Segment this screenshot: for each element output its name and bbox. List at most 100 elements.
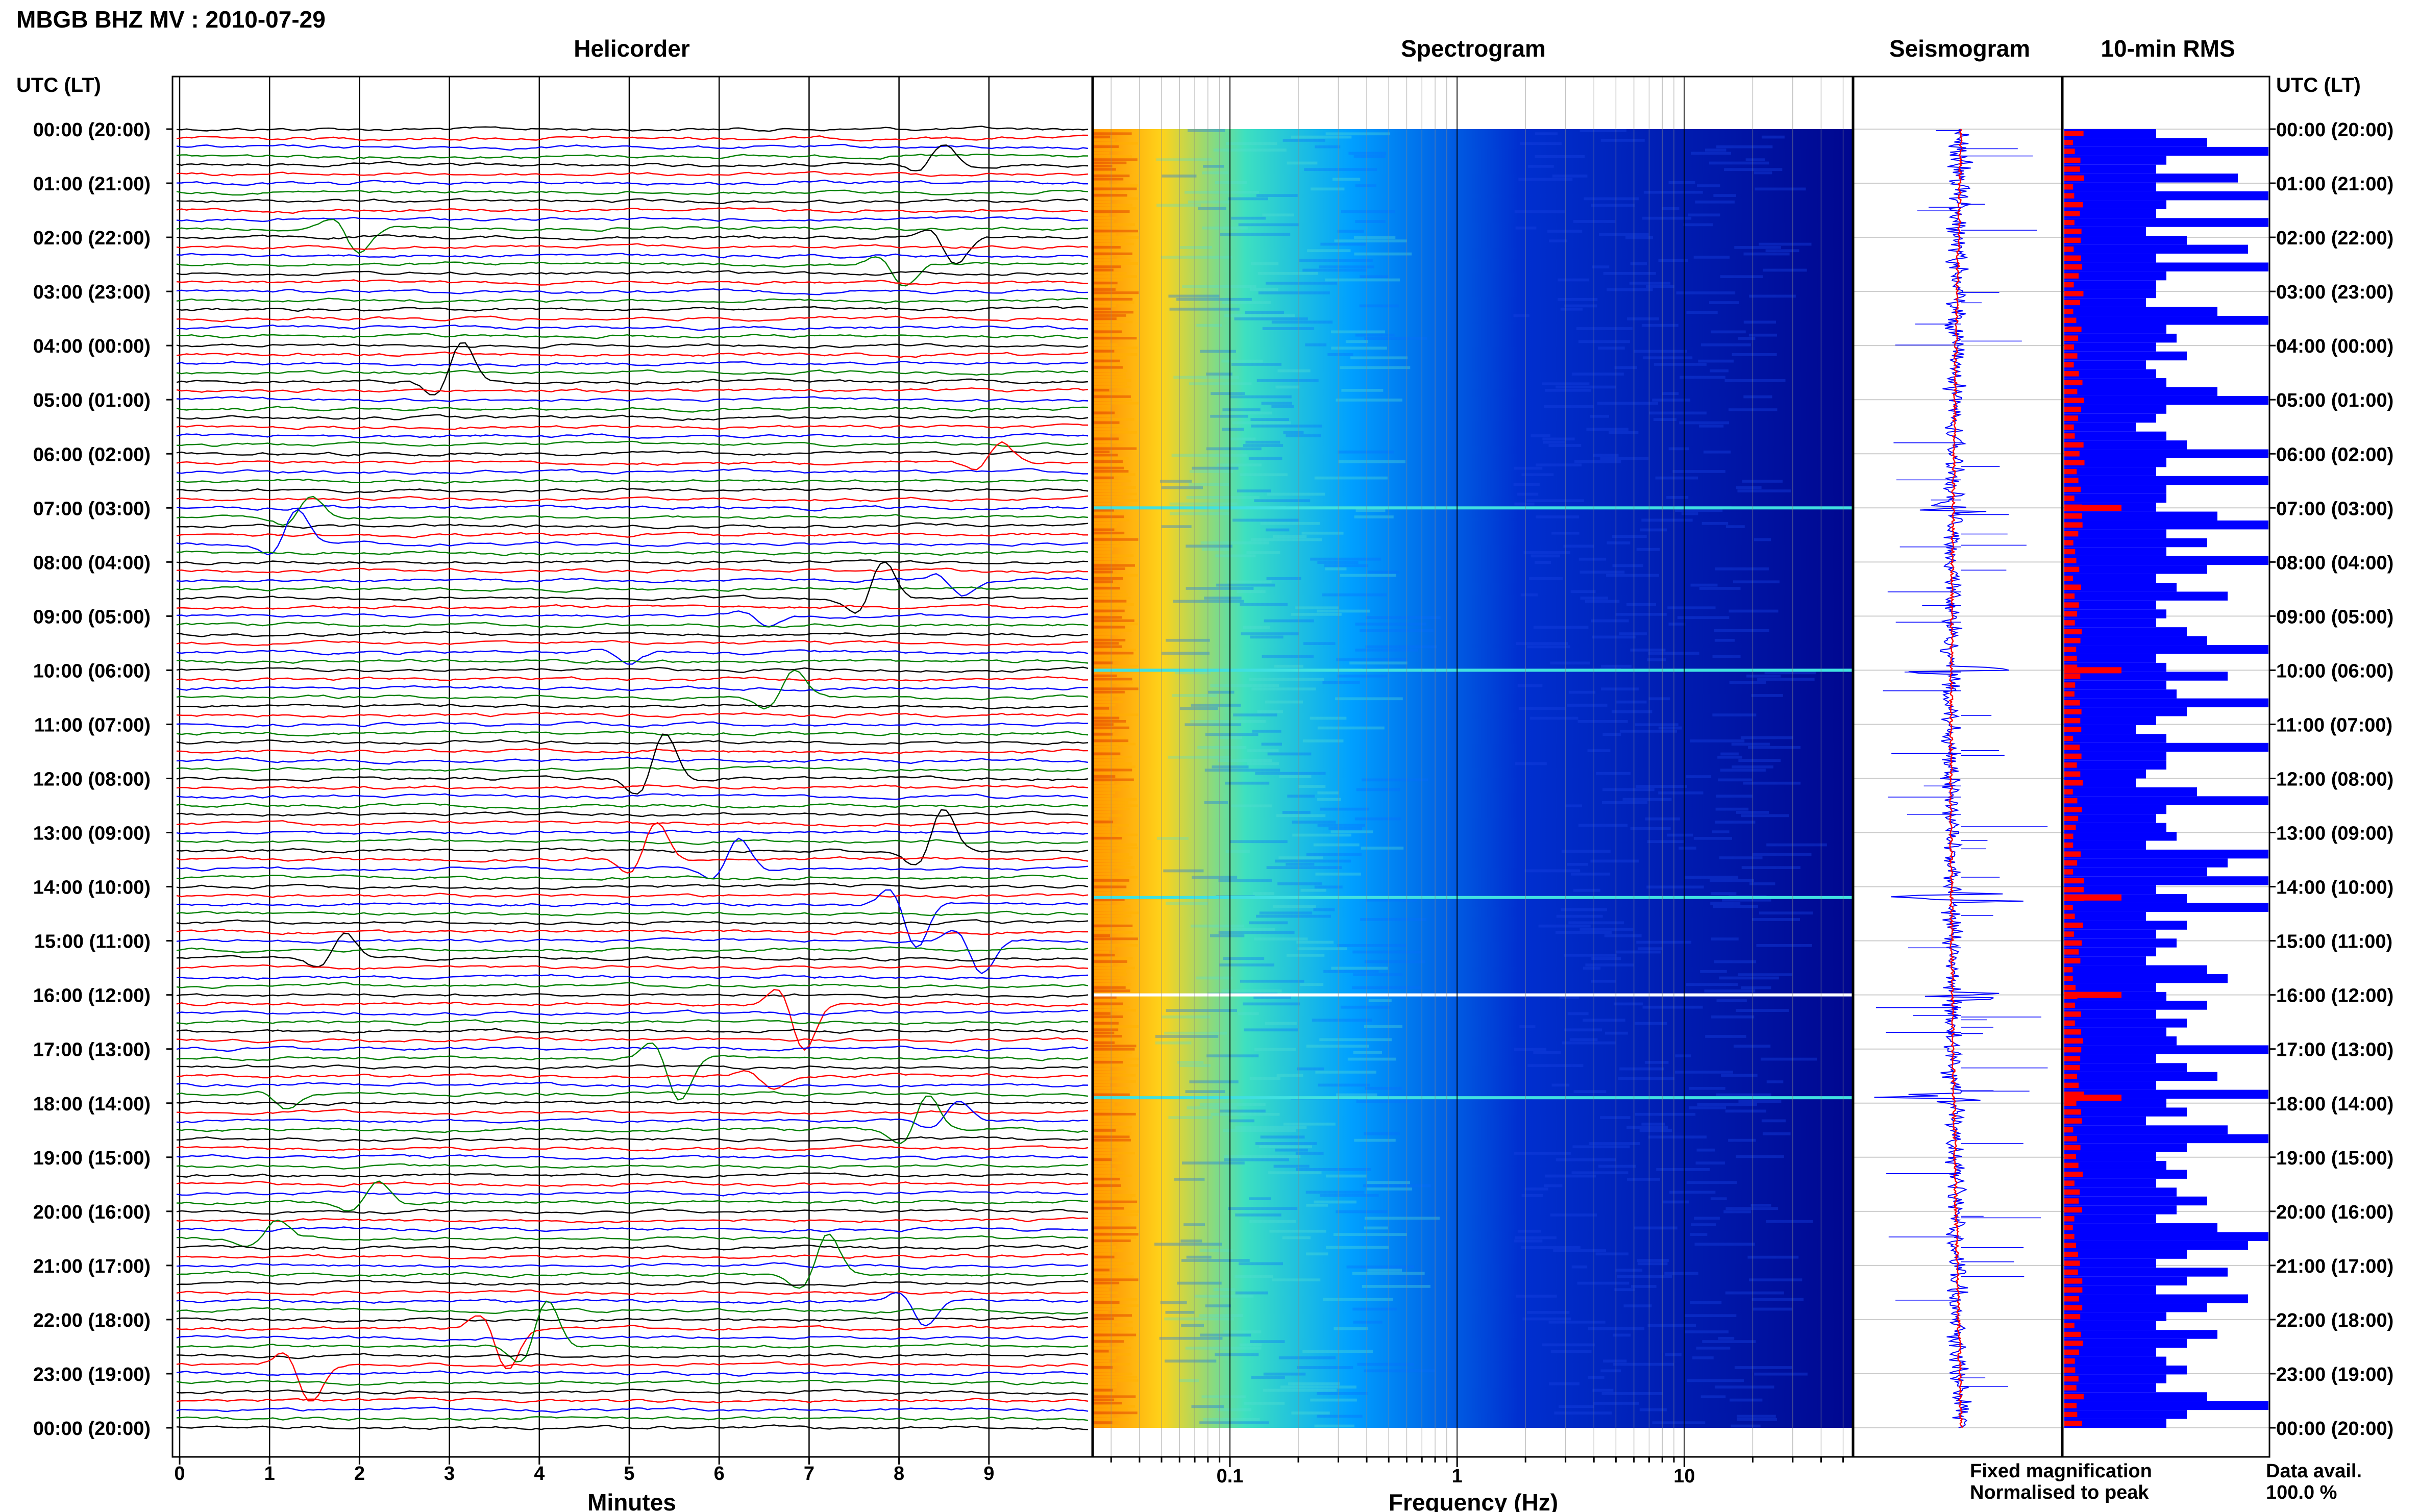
spectrogram-row — [1311, 187, 1345, 191]
spectrogram-row — [1093, 954, 1115, 957]
spectrogram-row — [1093, 898, 1125, 902]
spectrogram-row — [1093, 1366, 1113, 1369]
spectrogram-row — [1331, 966, 1388, 970]
spectrogram-row — [1093, 1314, 1132, 1317]
spectrogram-row — [1359, 304, 1399, 308]
spectrogram-row — [1695, 1161, 1725, 1165]
spectrogram-row — [1514, 210, 1565, 213]
spectrogram-row — [1336, 1093, 1377, 1097]
spectrogram-row — [1685, 876, 1739, 879]
spectrogram-row — [1093, 343, 1118, 346]
helicorder-trace — [176, 1180, 1089, 1187]
spectrogram-row — [1310, 716, 1347, 720]
hour-labels-left: 00:00 (20:00)01:00 (21:00)02:00 (22:00)0… — [33, 119, 172, 1440]
helicorder-trace — [176, 649, 1089, 665]
rms-normalised-bar — [2064, 976, 2073, 981]
spectrogram-row — [1255, 1142, 1317, 1145]
spectrogram-row — [1093, 752, 1121, 755]
spectrogram-row — [1733, 580, 1780, 584]
spectrogram-row — [1230, 840, 1288, 844]
spectrogram-row — [1696, 1346, 1731, 1350]
rms-fixed-bar — [2064, 342, 2156, 352]
rms-normalised-bar — [2064, 1100, 2077, 1106]
rms-event-bar — [2064, 1095, 2121, 1101]
spectrogram-row — [1237, 590, 1266, 593]
spectrogram-row — [1093, 1369, 1115, 1372]
spectrogram-row — [1260, 522, 1320, 525]
helicorder-trace — [176, 1352, 1089, 1359]
spectrogram-row — [1093, 233, 1116, 236]
spectrogram-row — [1234, 1275, 1273, 1278]
spectrogram-row — [1349, 661, 1408, 665]
spectrogram-row — [1243, 1002, 1300, 1006]
spectrogram-row — [1161, 256, 1232, 259]
spectrogram-row — [1093, 428, 1128, 431]
rms-normalised-bar — [2064, 735, 2074, 741]
hour-label-left: 12:00 (08:00) — [33, 769, 151, 790]
spectrogram-row — [1093, 1415, 1114, 1418]
spectrogram-row — [1230, 395, 1292, 399]
rms-fixed-bar — [2064, 1170, 2187, 1179]
spectrogram-row — [1699, 424, 1724, 428]
spectrogram-row — [1093, 678, 1132, 681]
rms-fixed-bar — [2064, 600, 2156, 610]
spectrogram-row — [1093, 1106, 1127, 1109]
spectrogram-row — [1093, 314, 1126, 317]
spectrogram-row — [1592, 265, 1610, 268]
spectrogram-row — [1177, 1281, 1222, 1285]
rms-normalised-bar — [2064, 700, 2080, 706]
spectrogram-row — [1337, 944, 1407, 947]
spectrogram-row — [1175, 671, 1211, 675]
spectrogram-row — [1614, 366, 1637, 369]
spectrogram-row — [1704, 450, 1731, 454]
spectrogram-row — [1526, 499, 1585, 503]
spectrogram-row — [1271, 405, 1294, 408]
spectrogram-row — [1243, 444, 1283, 447]
spectrogram-row — [1093, 707, 1109, 710]
spectrogram-row — [1093, 1301, 1120, 1304]
spectrogram-row — [1093, 1015, 1123, 1019]
spectrogram-row — [1203, 1418, 1260, 1421]
rms-fixed-bar — [2064, 1001, 2207, 1010]
spectrogram-row — [1558, 278, 1590, 282]
hour-label-left: 14:00 (10:00) — [33, 877, 151, 899]
spectrogram-row — [1093, 1291, 1118, 1294]
spectrogram-row — [1307, 249, 1351, 253]
rms-fixed-bar — [2064, 1045, 2268, 1054]
spectrogram-row — [1093, 1158, 1112, 1161]
spectrogram-row — [1314, 476, 1388, 480]
rms-border — [2062, 76, 2270, 1458]
rms-normalised-bar — [2064, 682, 2076, 688]
spectrogram-row — [1093, 268, 1114, 271]
helicorder-trace — [176, 134, 1089, 142]
spectrogram-row — [1093, 850, 1113, 853]
spectrogram-row — [1536, 515, 1579, 518]
spectrogram-row — [1266, 577, 1301, 580]
minute-tick-label: 7 — [804, 1463, 814, 1484]
spectrogram-row — [1606, 574, 1659, 577]
helicorder-trace — [176, 179, 1088, 186]
spectrogram-row — [1658, 726, 1682, 730]
spectrogram-row — [1093, 934, 1110, 937]
spectrogram-row — [1649, 411, 1707, 415]
spectrogram-row — [1093, 1233, 1139, 1236]
spectrogram-row — [1602, 788, 1655, 791]
spectrogram-row — [1093, 291, 1139, 294]
spectrogram-row — [1093, 304, 1116, 307]
helicorder-trace — [176, 396, 1089, 403]
rms-fixed-bar — [2064, 209, 2156, 218]
rms-fixed-bar — [2064, 814, 2156, 823]
spectrogram-row — [1093, 1191, 1113, 1194]
spectrogram-row — [1317, 824, 1366, 827]
spectrogram-row — [1304, 168, 1377, 171]
spectrogram-row — [1646, 885, 1704, 889]
spectrogram-row — [1093, 1281, 1120, 1284]
spectrogram-row — [1205, 1304, 1231, 1307]
spectrogram-row — [1093, 466, 1124, 469]
spectrogram-row — [1743, 252, 1790, 256]
spectrogram-row — [1166, 638, 1210, 642]
spectrogram-row — [1637, 1262, 1668, 1266]
spectrogram-row — [1093, 905, 1130, 908]
spectrogram-row — [1093, 337, 1137, 340]
